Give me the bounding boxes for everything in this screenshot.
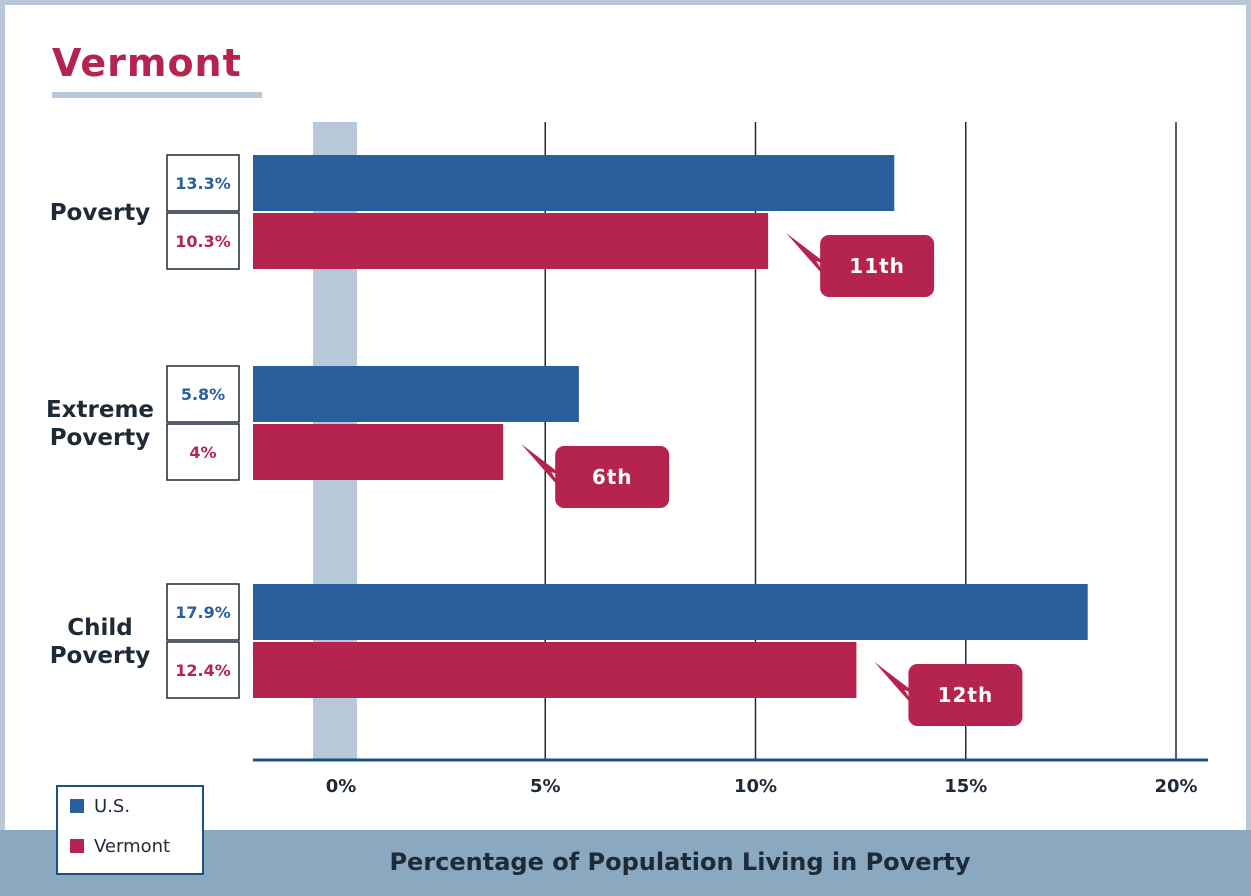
x-axis-title: Percentage of Population Living in Pover…: [389, 848, 971, 876]
value-label-vermont-0: 10.3%: [175, 232, 231, 251]
x-tick-label-0: 0%: [326, 776, 357, 797]
value-label-us-1: 5.8%: [181, 385, 225, 404]
x-tick-label-5: 5%: [530, 776, 561, 797]
x-tick-label-10: 10%: [734, 776, 777, 797]
legend: U.S. Vermont: [56, 785, 204, 875]
value-box-us-2: [166, 583, 240, 641]
page-title: Vermont: [52, 41, 242, 85]
rank-callout-pointer-2: [874, 662, 919, 712]
value-label-us-2: 17.9%: [175, 603, 231, 622]
value-box-vermont-0: [166, 212, 240, 270]
legend-label-vermont: Vermont: [94, 836, 171, 857]
x-tick-label-15: 15%: [944, 776, 987, 797]
title-underline: [52, 92, 262, 98]
rank-callout-pointer-1: [521, 444, 566, 494]
rank-label-1: 6th: [592, 465, 633, 489]
category-label-1-1: Poverty: [50, 425, 151, 451]
value-box-us-0: [166, 154, 240, 212]
value-box-us-1: [166, 365, 240, 423]
value-label-vermont-1: 4%: [189, 443, 216, 462]
poverty-bar-chart: 13.3%10.3%Poverty11th5.8%4%ExtremePovert…: [46, 122, 1208, 797]
bar-us-1: [253, 366, 579, 422]
legend-item-vermont: Vermont: [70, 833, 170, 861]
bar-vermont-0: [253, 213, 769, 269]
bar-vermont-1: [253, 424, 504, 480]
rank-callout-0: [820, 235, 935, 297]
value-label-us-0: 13.3%: [175, 174, 231, 193]
category-label-1-0: Extreme: [46, 397, 154, 423]
bar-us-0: [253, 155, 895, 211]
bar-vermont-2: [253, 642, 857, 698]
legend-swatch-us: [70, 799, 84, 813]
value-label-vermont-2: 12.4%: [175, 661, 231, 680]
legend-item-us: U.S.: [70, 793, 130, 821]
legend-swatch-vermont: [70, 839, 84, 853]
legend-label-us: U.S.: [94, 796, 131, 817]
rank-label-0: 11th: [849, 254, 905, 278]
rank-callout-2: [908, 664, 1023, 726]
category-label-0-0: Poverty: [50, 200, 151, 226]
x-tick-label-20: 20%: [1154, 776, 1197, 797]
value-box-vermont-1: [166, 423, 240, 481]
rank-label-2: 12th: [938, 683, 994, 707]
x-axis-title-band: [0, 830, 1251, 896]
category-label-2-0: Child: [67, 615, 133, 641]
value-box-vermont-2: [166, 641, 240, 699]
category-label-2-1: Poverty: [50, 643, 151, 669]
rank-callout-1: [555, 446, 670, 508]
bar-us-2: [253, 584, 1088, 640]
rank-callout-pointer-0: [786, 233, 831, 283]
